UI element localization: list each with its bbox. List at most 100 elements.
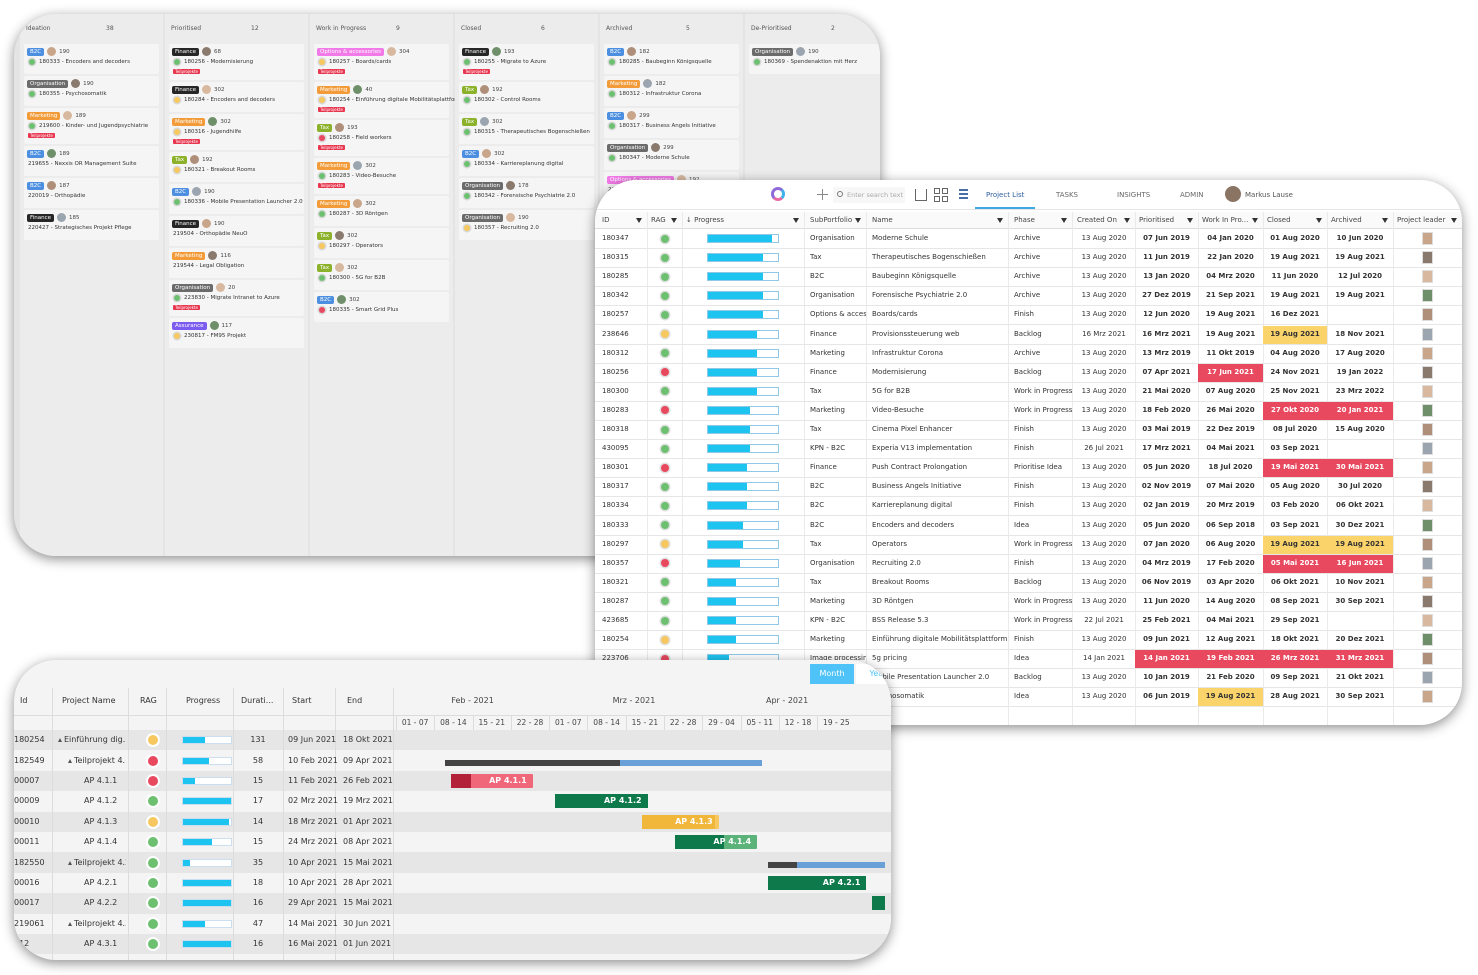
card-title: 219504 - Orthopädie NeuO (173, 231, 248, 237)
kanban-card[interactable]: B2C 302 180334 - Karriereplanung digital (459, 146, 594, 176)
kanban-card[interactable]: B2C 190 180336 - Mobile Presentation Launc… (169, 184, 304, 214)
filter-icon[interactable] (855, 218, 861, 223)
kanban-card[interactable]: Organisation 20 223830 - Migrate Intranet … (169, 280, 304, 316)
filter-icon[interactable] (793, 218, 799, 223)
filter-icon[interactable] (1451, 218, 1457, 223)
kanban-card[interactable]: Finance 185 220427 - Strategisches Projekt… (24, 210, 159, 240)
portfolio-tag: Marketing (172, 117, 206, 126)
kanban-card[interactable]: Organisation 178 180342 - Forensische Psyc… (459, 178, 594, 208)
cell-work-in-progress: 17 Feb 2020 (1206, 558, 1255, 567)
nav-tab[interactable]: TASKS (1056, 191, 1078, 199)
column-header[interactable]: SubPortfolio (810, 216, 853, 224)
kanban-card[interactable]: Tax 192 180302 - Control Rooms (459, 82, 594, 112)
cell-prioritised: 10 Jan 2019 (1143, 673, 1190, 682)
kanban-card[interactable]: Organisation 299 180347 - Moderne Schule (604, 140, 739, 170)
filter-icon[interactable] (1252, 218, 1258, 223)
search-box[interactable] (833, 187, 905, 203)
kanban-card[interactable]: B2C 189 219655 - Nexxis OR Management Suit… (24, 146, 159, 176)
column-header[interactable]: End (347, 696, 363, 705)
cell-prioritised: 17 Mrz 2021 (1142, 444, 1191, 453)
cell-name: 3D Röntgen (872, 596, 914, 605)
filter-icon[interactable] (1124, 218, 1130, 223)
kanban-card[interactable]: Organisation 190 180369 - Spendenaktion mi… (749, 44, 880, 74)
user-name[interactable]: Markus Lause (1245, 191, 1293, 199)
filter-icon[interactable] (1382, 218, 1388, 223)
column-header[interactable]: Archived (1331, 216, 1362, 224)
kanban-card[interactable]: Assurance 117 230817 - FM95 Projekt (169, 318, 304, 348)
expand-icon[interactable] (68, 921, 72, 926)
cell-archived: 30 Sep 2021 (1335, 692, 1385, 701)
nav-tab[interactable]: Project List (986, 191, 1025, 199)
column-header[interactable]: Name (872, 216, 893, 224)
kanban-card[interactable]: Tax 193 180258 - Field workers Teilprojekte (314, 120, 449, 156)
column-count: 38 (106, 25, 114, 32)
kanban-card[interactable]: Finance 302 180284 - Encoders and decoders (169, 82, 304, 112)
column-header[interactable]: RAG (140, 696, 157, 705)
kanban-card[interactable]: Finance 190 219504 - Orthopädie NeuO (169, 216, 304, 246)
filter-icon[interactable] (1061, 218, 1067, 223)
row-divider (595, 267, 1462, 269)
kanban-card[interactable]: Marketing 189 219600 - Kinder- und Jugendp… (24, 108, 159, 144)
expand-icon[interactable] (68, 860, 72, 865)
avatar (492, 47, 502, 56)
kanban-card[interactable]: B2C 182 180285 - Baubeginn Königsquelle (604, 44, 739, 74)
list-icon (959, 189, 968, 191)
kanban-card[interactable]: Marketing 302 180316 - Jugendhilfe Teilproj… (169, 114, 304, 150)
kanban-card[interactable]: Finance 68 180256 - Modernisierung Teilproj… (169, 44, 304, 80)
portfolio-tag: Marketing (317, 199, 351, 208)
column-header[interactable]: Prioritised (1139, 216, 1175, 224)
expand-icon[interactable] (58, 738, 62, 743)
kanban-card[interactable]: Tax 302 180315 - Therapeutisches Bogenschi… (459, 114, 594, 144)
cell-name: Baubeginn Königsquelle (872, 272, 957, 281)
filter-icon[interactable] (671, 218, 677, 223)
view-button[interactable]: Year (856, 664, 891, 684)
column-header[interactable]: Start (292, 696, 312, 705)
kanban-card[interactable]: Marketing 302 180287 - 3D Röntgen (314, 196, 449, 226)
end-date: 15 Mai 2021 (343, 857, 393, 867)
kanban-card[interactable]: Tax 192 180321 - Breakout Rooms (169, 152, 304, 182)
home-icon[interactable] (915, 189, 927, 201)
kanban-card[interactable]: Finance 193 180255 - Migrate to Azure Teilp… (459, 44, 594, 80)
nav-tab[interactable]: ADMIN (1180, 191, 1204, 199)
column-header[interactable]: Id (20, 696, 28, 705)
column-header[interactable]: Closed (1267, 216, 1291, 224)
filter-icon[interactable] (636, 218, 642, 223)
kanban-card[interactable]: Marketing 116 219544 - Legal Obligation (169, 248, 304, 278)
kanban-card[interactable]: Organisation 190 180357 - Recruiting 2.0 (459, 210, 594, 240)
kanban-card[interactable]: Options & accessories 304 180257 - Boards/… (314, 44, 449, 80)
filter-icon[interactable] (1316, 218, 1322, 223)
kanban-card[interactable]: Marketing 40 180254 - Einführung digitale … (314, 82, 462, 118)
view-button[interactable]: Month (810, 664, 854, 684)
column-header[interactable]: Created On (1077, 216, 1117, 224)
column-header[interactable]: Phase (1014, 216, 1035, 224)
end-date: 15 Mai 2021 (343, 898, 393, 908)
column-header[interactable]: Work In Pro... (1202, 216, 1249, 224)
kanban-card[interactable]: Tax 302 180300 - 5G for B2B (314, 260, 449, 290)
column-header[interactable]: ↓ Progress (686, 216, 724, 224)
kanban-card[interactable]: Marketing 302 180283 - Video-Besuche Teilpr… (314, 158, 449, 194)
card-number: 20 (228, 284, 236, 291)
cell-closed: 26 Mrz 2021 (1270, 654, 1320, 663)
column-header[interactable]: ID (602, 216, 610, 224)
column-header[interactable]: Progress (186, 696, 221, 705)
column-header[interactable]: Project leader (1397, 216, 1446, 224)
kanban-card[interactable]: Tax 302 180297 - Operators (314, 228, 449, 258)
rag-dot (754, 59, 760, 65)
kanban-card[interactable]: B2C 190 180333 - Encoders and decoders (24, 44, 159, 74)
rag-dot (660, 406, 669, 415)
filter-icon[interactable] (997, 218, 1003, 223)
kanban-card[interactable]: B2C 302 180335 - Smart Grid Plus (314, 292, 449, 322)
kanban-card[interactable]: B2C 187 220019 - Orthopädie (24, 178, 159, 208)
rag-dot (660, 349, 669, 358)
kanban-card[interactable]: B2C 299 180317 - Business Angels Initiativ… (604, 108, 739, 138)
nav-tab[interactable]: INSIGHTS (1117, 191, 1151, 199)
column-header[interactable]: Durati... (241, 696, 274, 705)
leader-avatar (1422, 327, 1433, 341)
kanban-card[interactable]: Marketing 182 180312 - Infrastruktur Coron… (604, 76, 739, 106)
filter-icon[interactable] (1187, 218, 1193, 223)
leader-avatar (1422, 403, 1433, 417)
kanban-card[interactable]: Organisation 190 180355 - Psychosomatik (24, 76, 159, 106)
column-header[interactable]: RAG (651, 216, 666, 224)
expand-icon[interactable] (68, 758, 72, 763)
column-header[interactable]: Project Name (62, 696, 116, 705)
